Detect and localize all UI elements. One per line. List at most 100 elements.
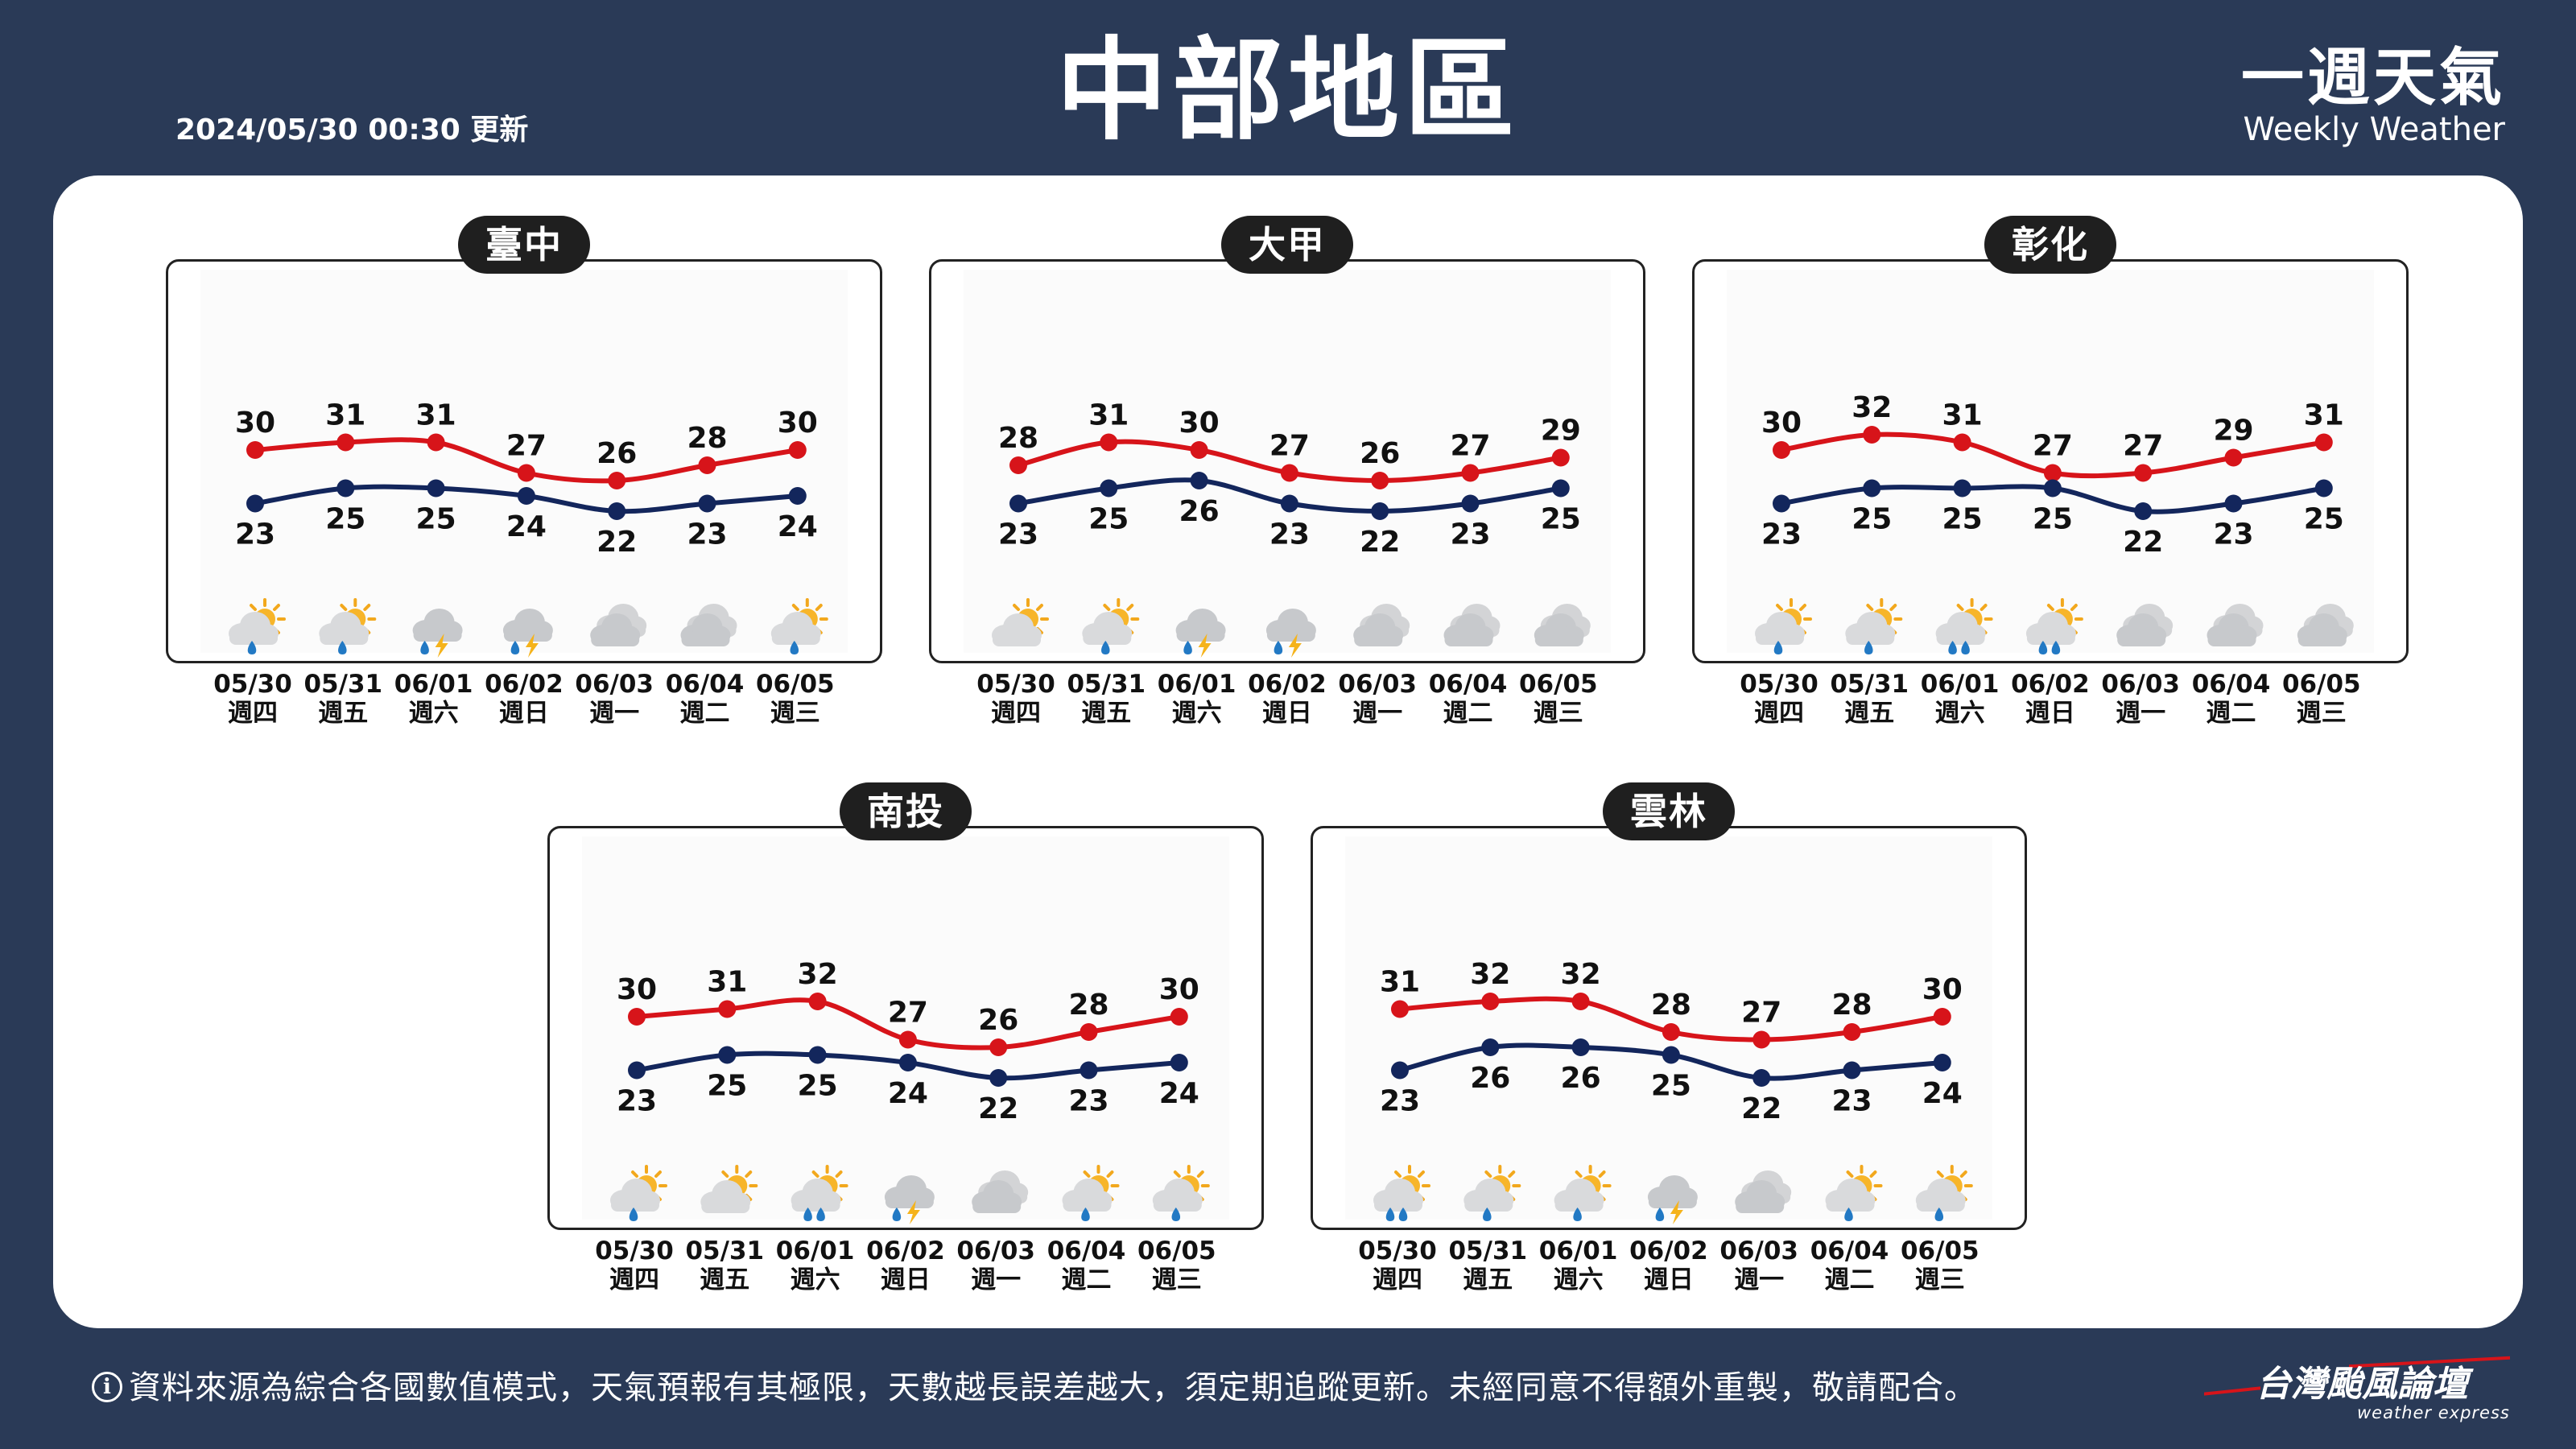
date-label: 06/04 [1046,1236,1126,1265]
high-temp-point [1933,1008,1951,1026]
cloudy-icon [680,604,737,646]
weekday-label: 週日 [1643,1265,1694,1294]
date-label: 05/31 [685,1236,765,1265]
partly-cloudy-heavy-rain-icon [2025,598,2083,654]
partly-cloudy-icon [700,1165,758,1213]
footer-note: 資料來源為綜合各國數值模式，天氣預報有其極限，天數越長誤差越大，須定期追蹤更新。… [129,1369,1977,1406]
day-label: 06/01 週六 [1912,670,2008,728]
high-temp-point [698,456,716,474]
day-label: 06/02 週日 [1620,1236,1717,1294]
region-label: 大甲 [1221,216,1353,274]
weekday-label: 週四 [228,699,278,728]
high-temp-label: 31 [1088,399,1129,432]
low-temp-point [1773,494,1790,513]
low-temp-point [1863,479,1881,497]
high-temp-label: 30 [617,973,657,1006]
update-timestamp: 2024/05/30 00:30 更新 [175,114,529,147]
high-temp-label: 28 [1651,989,1691,1022]
high-temp-label: 28 [998,422,1038,455]
date-label: 06/03 [1338,670,1417,699]
high-temp-point [1280,464,1298,482]
high-temp-point [2224,448,2243,467]
brand-title: 一週天氣 [2240,42,2505,114]
region-label: 南投 [840,782,972,840]
temperature-chart: 30 32 31 27 27 29 31 23 25 25 25 22 23 25 [1755,391,2354,654]
low-temp-point [336,479,355,497]
partly-cloudy-heavy-rain-icon [1935,598,1993,654]
low-temp-point [427,479,445,497]
high-temp-label: 31 [416,399,456,432]
date-label: 06/04 [1810,1236,1889,1265]
region-label: 雲林 [1603,782,1735,840]
day-label: 06/03 週一 [947,1236,1044,1294]
low-temp-label: 24 [506,510,547,543]
partly-cloudy-icon [992,598,1049,646]
low-temp-label: 24 [778,510,818,543]
low-temp-label: 25 [707,1070,747,1103]
high-temp-point [898,1030,917,1049]
day-label: 05/30 週四 [1731,670,1827,728]
date-label: 06/01 [1920,670,2000,699]
weekday-label: 週六 [1553,1265,1604,1294]
low-temp-label: 25 [1651,1070,1691,1103]
thunderstorm-icon [1647,1175,1698,1224]
date-label: 06/02 [485,670,564,699]
date-label: 06/02 [1629,1236,1708,1265]
cloudy-icon [1534,604,1591,646]
high-temp-point [1100,433,1118,452]
forecast-panel: 30 31 31 27 26 28 30 23 25 25 24 22 23 24 [166,259,882,663]
cloudy-icon [2116,604,2174,646]
date-label: 05/31 [1448,1236,1528,1265]
partly-cloudy-rain-icon [1915,1165,1973,1221]
cloudy-icon [1353,604,1410,646]
low-temp-label: 26 [1470,1062,1510,1095]
high-temp-label: 27 [2123,430,2163,463]
date-label: 05/30 [595,1236,674,1265]
forecast-card: 30 31 31 27 26 28 30 23 25 25 24 22 23 24 臺中 05/30 週四 05/… [53,175,2523,1328]
date-label: 06/03 [1719,1236,1798,1265]
low-temp-label: 25 [325,503,365,536]
low-temp-point [517,487,535,505]
partly-cloudy-heavy-rain-icon [791,1165,848,1221]
low-temp-point [1100,479,1118,497]
day-label: 06/02 週日 [1239,670,1335,728]
high-temp-label: 29 [2213,415,2253,448]
low-temp-label: 26 [1561,1062,1601,1095]
high-temp-label: 27 [1269,430,1310,463]
weekday-label: 週一 [2116,699,2166,728]
high-temp-point [1863,426,1881,444]
low-temp-point [698,494,716,513]
high-temp-point [1752,1030,1771,1049]
high-temp-point [1371,472,1389,489]
day-label: 06/05 週三 [2273,670,2370,728]
date-label: 06/05 [1137,1236,1216,1265]
cloudy-icon [590,604,647,646]
high-temp-label: 26 [1360,437,1400,470]
partly-cloudy-rain-icon [319,598,377,654]
high-temp-label: 27 [506,430,547,463]
day-label: 06/02 週日 [476,670,572,728]
high-temp-point [788,441,807,459]
high-temp-label: 30 [1159,973,1199,1006]
low-temp-point [1080,1061,1098,1080]
date-label: 06/02 [2011,670,2090,699]
high-temp-label: 26 [597,437,637,470]
temperature-chart: 28 31 30 27 26 27 29 23 25 26 23 22 23 25 [992,399,1591,658]
high-temp-point [517,464,535,482]
low-temp-label: 22 [2123,526,2163,559]
high-temp-point [608,472,626,489]
day-label: 05/31 週五 [1821,670,1918,728]
high-temp-point [1662,1023,1680,1041]
weekday-label: 週二 [2206,699,2256,728]
day-label: 06/04 週二 [1420,670,1517,728]
low-temp-point [1662,1046,1680,1064]
low-temp-point [1953,479,1971,497]
high-temp-label: 32 [1561,958,1601,991]
high-temp-point [246,441,264,459]
high-temp-label: 31 [1380,966,1420,999]
low-temp-label: 24 [1159,1077,1199,1110]
date-label: 05/31 [1830,670,1909,699]
weekday-label: 週五 [1844,699,1895,728]
low-temp-point [2224,494,2243,513]
low-temp-point [1551,479,1570,497]
